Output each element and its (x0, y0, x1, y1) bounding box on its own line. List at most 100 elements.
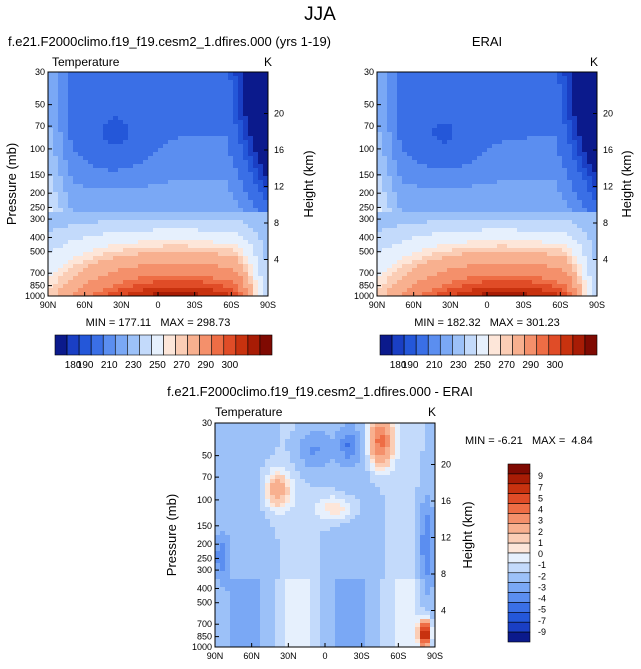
field-cell (422, 148, 428, 153)
field-cell (218, 228, 224, 233)
field-cell (522, 184, 528, 189)
field-cell (402, 200, 408, 205)
field-cell (437, 196, 443, 201)
field-cell (577, 84, 583, 89)
field-cell (547, 260, 553, 265)
field-cell (63, 200, 69, 205)
field-cell (53, 208, 59, 213)
field-cell (103, 280, 109, 285)
field-cell (143, 288, 149, 293)
field-cell (183, 188, 189, 193)
field-cell (168, 284, 174, 289)
field-cell (88, 100, 94, 105)
field-cell (552, 272, 558, 277)
field-cell (587, 220, 593, 225)
field-cell (547, 188, 553, 193)
field-cell (108, 100, 114, 105)
field-cell (123, 248, 129, 253)
field-cell (567, 140, 573, 145)
field-cell (138, 140, 144, 145)
field-cell (133, 276, 139, 281)
field-cell (78, 224, 84, 229)
field-cell (447, 196, 453, 201)
field-cell (228, 216, 234, 221)
field-cell (148, 240, 154, 245)
field-cell (258, 284, 264, 289)
field-cell (68, 248, 74, 253)
field-cell (58, 80, 64, 85)
field-cell (412, 200, 418, 205)
field-cell (397, 140, 403, 145)
field-cell (422, 108, 428, 113)
field-cell (592, 152, 597, 157)
field-cell (532, 244, 538, 249)
field-cell (407, 216, 413, 221)
field-cell (123, 280, 129, 285)
field-cell (402, 204, 408, 209)
field-cell (482, 180, 488, 185)
field-cell (572, 100, 578, 105)
field-cell (497, 200, 503, 205)
field-cell (253, 244, 259, 249)
field-cell (53, 160, 59, 165)
field-cell (163, 292, 169, 296)
field-cell (253, 168, 259, 173)
field-cell (158, 224, 164, 229)
field-cell (258, 236, 264, 241)
field-cell (437, 232, 443, 237)
field-cell (587, 160, 593, 165)
field-cell (88, 188, 94, 193)
field-cell (377, 88, 383, 93)
field-cell (148, 216, 154, 221)
field-cell (263, 132, 268, 137)
field-cell (93, 240, 99, 245)
field-cell (108, 220, 114, 225)
field-cell (467, 272, 473, 277)
field-cell (228, 184, 234, 189)
field-cell (263, 284, 268, 289)
field-cell (487, 116, 493, 121)
field-cell (557, 164, 563, 169)
field-cell (477, 156, 483, 161)
field-cell (412, 232, 418, 237)
field-cell (123, 80, 129, 85)
field-cell (417, 200, 423, 205)
field-cell (223, 168, 229, 173)
field-cell (477, 248, 483, 253)
field-cell (507, 192, 513, 197)
field-cell (83, 292, 89, 296)
field-cell (58, 116, 64, 121)
field-cell (258, 176, 264, 181)
field-cell (248, 88, 254, 93)
field-cell (532, 228, 538, 233)
field-cell (462, 196, 468, 201)
field-cell (193, 184, 199, 189)
field-cell (223, 136, 229, 141)
field-cell (567, 216, 573, 221)
field-cell (437, 256, 443, 261)
field-cell (183, 276, 189, 281)
field-cell (223, 92, 229, 97)
field-cell (432, 92, 438, 97)
field-cell (422, 180, 428, 185)
field-cell (233, 220, 239, 225)
field-cell (133, 184, 139, 189)
field-cell (73, 148, 79, 153)
field-cell (218, 128, 224, 133)
field-cell (377, 288, 383, 293)
field-cell (158, 216, 164, 221)
field-cell (512, 108, 518, 113)
field-cell (143, 100, 149, 105)
field-cell (532, 84, 538, 89)
field-cell (397, 288, 403, 293)
y-tick-label: 30 (35, 67, 45, 77)
field-cell (502, 240, 508, 245)
field-cell (218, 188, 224, 193)
field-cell (58, 232, 64, 237)
field-cell (552, 276, 558, 281)
field-cell (103, 164, 109, 169)
field-cell (118, 180, 124, 185)
field-cell (103, 228, 109, 233)
field-cell (487, 224, 493, 229)
field-cell (387, 256, 393, 261)
